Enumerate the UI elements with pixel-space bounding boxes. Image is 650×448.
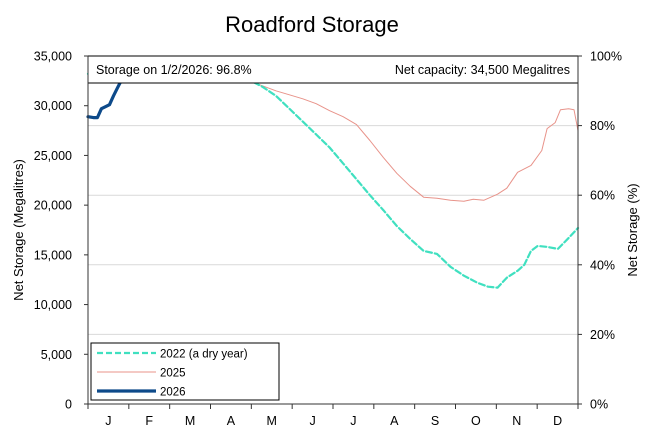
right-tick-label: 20% [590, 328, 615, 342]
chart-title: Roadford Storage [225, 12, 399, 37]
right-axis-label: Net Storage (%) [625, 183, 640, 276]
month-label: J [105, 414, 111, 428]
legend-label: 2026 [160, 387, 186, 399]
info-box: Storage on 1/2/2026: 96.8% Net capacity:… [87, 55, 579, 84]
series-layer [86, 60, 580, 289]
left-tick-label: 15,000 [34, 248, 72, 262]
month-label: D [553, 414, 562, 428]
month-label: A [390, 414, 399, 428]
month-label: M [185, 414, 195, 428]
month-label: J [309, 414, 315, 428]
left-tick-label: 5,000 [41, 348, 72, 362]
left-tick-label: 35,000 [34, 50, 72, 64]
left-tick-label: 20,000 [34, 199, 72, 213]
left-axis-label: Net Storage (Megalitres) [11, 159, 26, 301]
month-label: M [267, 414, 277, 428]
month-label: F [145, 414, 153, 428]
legend-label: 2022 (a dry year) [160, 349, 248, 361]
right-tick-label: 80% [590, 119, 615, 133]
series-line-0 [86, 60, 580, 289]
left-tick-label: 0 [65, 398, 72, 412]
right-tick-label: 40% [590, 258, 615, 272]
left-tick-label: 10,000 [34, 298, 72, 312]
net-capacity-text: Net capacity: 34,500 Megalitres [395, 63, 570, 77]
left-tick-label: 30,000 [34, 99, 72, 113]
right-tick-label: 0% [590, 398, 608, 412]
month-label: N [512, 414, 521, 428]
right-tick-label: 100% [590, 50, 622, 64]
right-tick-label: 60% [590, 189, 615, 203]
gridlines [88, 55, 578, 335]
left-axis: 0 5,000 10,000 15,000 20,000 25,000 30,000 35,0… [34, 50, 89, 412]
month-label: A [227, 414, 236, 428]
legend-label: 2025 [160, 368, 186, 380]
month-label: J [350, 414, 356, 428]
month-label: S [431, 414, 439, 428]
left-tick-label: 25,000 [34, 149, 72, 163]
storage-date-text: Storage on 1/2/2026: 96.8% [96, 63, 252, 77]
legend: 2022 (a dry year) 2025 2026 [90, 342, 280, 401]
right-axis: 0% 20% 40% 60% 80% 100% [577, 50, 622, 412]
info-box-frame [87, 55, 579, 84]
month-label: O [471, 414, 481, 428]
